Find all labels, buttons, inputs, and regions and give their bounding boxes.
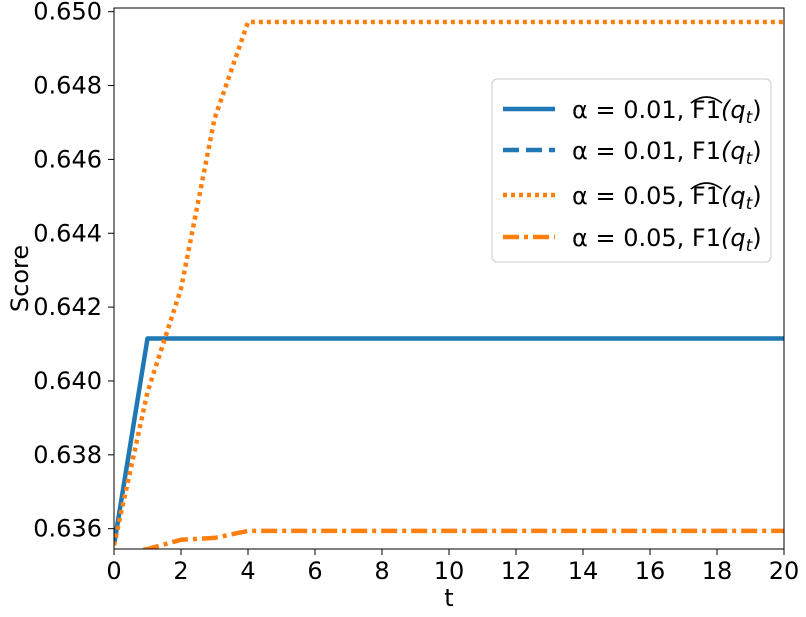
x-tick-label: 20: [769, 557, 800, 585]
legend-label-3: α = 0.05, F1(qt): [572, 182, 762, 214]
hat-accent-icon: [690, 96, 723, 104]
y-tick-label: 0.648: [33, 72, 102, 100]
y-tick-label: 0.642: [33, 293, 102, 321]
legend-label-1: α = 0.01, F1(qt): [572, 96, 762, 128]
legend-subscript-text: t: [746, 108, 754, 128]
legend-arg-text: (q: [721, 182, 746, 210]
series-layer: [114, 19, 784, 549]
y-axis-label: Score: [6, 245, 34, 312]
x-tick-label: 0: [106, 557, 121, 585]
legend-f1-text: F1: [692, 224, 721, 252]
x-tick-label: 16: [635, 557, 666, 585]
y-tick-label: 0.640: [33, 367, 102, 395]
legend-arg-text: (q: [721, 224, 746, 252]
legend-arg-text: (q: [721, 96, 746, 124]
x-tick-label: 14: [568, 557, 599, 585]
hat-accent-icon: [690, 182, 723, 190]
legend-subscript-text: t: [746, 149, 754, 169]
legend-alpha-text: α = 0.01,: [572, 137, 692, 165]
legend-alpha-text: α = 0.05,: [572, 224, 692, 252]
legend: α = 0.01, F1(qt)α = 0.01, F1(qt)α = 0.05…: [491, 78, 772, 263]
y-tick-label: 0.644: [33, 219, 102, 247]
x-axis: 0 2 4 6 8 10 12 14 16 18 20: [106, 549, 799, 585]
x-tick-label: 6: [307, 557, 322, 585]
x-tick-label: 4: [240, 557, 255, 585]
legend-label-4: α = 0.05, F1(qt): [572, 224, 762, 256]
legend-close-text: ): [752, 96, 761, 124]
y-tick-label: 0.636: [33, 515, 102, 543]
y-tick-label: 0.638: [33, 441, 102, 469]
legend-subscript-text: t: [746, 194, 754, 214]
legend-close-text: ): [752, 137, 761, 165]
legend-f1-text: F1: [692, 137, 721, 165]
x-tick-label: 12: [501, 557, 532, 585]
x-tick-label: 18: [702, 557, 733, 585]
legend-f1-text: F1: [692, 96, 721, 124]
legend-box: [491, 78, 772, 263]
x-tick-label: 2: [173, 557, 188, 585]
x-tick-label: 10: [434, 557, 465, 585]
y-tick-label: 0.650: [33, 0, 102, 26]
y-tick-label: 0.646: [33, 145, 102, 173]
legend-close-text: ): [752, 224, 761, 252]
series-line-1: [114, 336, 784, 546]
legend-alpha-text: α = 0.05,: [572, 182, 692, 210]
legend-label-2: α = 0.01, F1(qt): [572, 137, 762, 169]
legend-arg-text: (q: [721, 137, 746, 165]
x-axis-label: t: [444, 584, 453, 612]
y-axis: 0.636 0.638 0.640 0.642 0.644 0.646 0.648 0.650: [33, 0, 114, 543]
series-line-4: [137, 528, 784, 549]
x-tick-label: 8: [374, 557, 389, 585]
series-line-3: [114, 19, 784, 546]
legend-close-text: ): [752, 182, 761, 210]
legend-f1-text: F1: [692, 182, 721, 210]
legend-subscript-text: t: [746, 236, 754, 256]
legend-alpha-text: α = 0.01,: [572, 96, 692, 124]
